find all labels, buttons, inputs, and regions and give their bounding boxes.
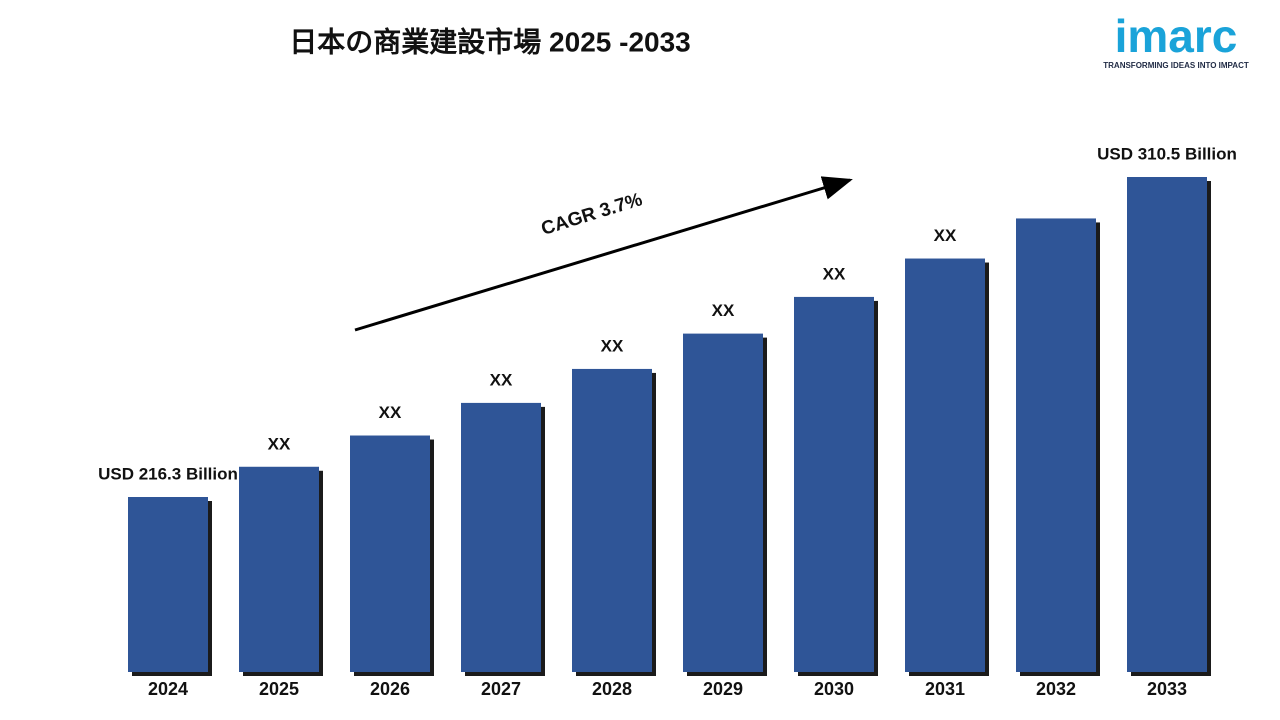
x-tick-label: 2025 [259,679,299,699]
value-label: XX [268,434,291,453]
x-tick-label: 2030 [814,679,854,699]
bar [905,258,985,672]
x-tick-label: 2024 [148,679,188,699]
value-label: XX [934,226,957,245]
bar [239,466,319,672]
x-tick-label: 2027 [481,679,521,699]
bar [1016,218,1096,673]
x-tick-label: 2026 [370,679,410,699]
value-label: XX [490,370,513,389]
bar [128,497,208,672]
bar [572,368,652,672]
x-tick-label: 2031 [925,679,965,699]
x-tick-label: 2029 [703,679,743,699]
value-label: XX [379,403,402,422]
value-label: XX [601,336,624,355]
value-label: USD 216.3 Billion [98,464,238,483]
bar [461,402,541,672]
x-tick-label: 2033 [1147,679,1187,699]
x-tick-label: 2028 [592,679,632,699]
bar [794,296,874,672]
trend-arrow [354,176,853,332]
cagr-label: CAGR 3.7% [539,189,645,240]
value-label: USD 310.5 Billion [1097,144,1237,163]
bar [683,333,763,672]
x-tick-label: 2032 [1036,679,1076,699]
value-label: XX [712,301,735,320]
bar [350,435,430,672]
logo-tagline: TRANSFORMING IDEAS INTO IMPACT [1103,61,1249,70]
bar [1127,177,1207,672]
value-label: XX [823,264,846,283]
logo: imarc [1115,10,1238,62]
chart-title: 日本の商業建設市場 2025 -2033 [289,25,690,57]
